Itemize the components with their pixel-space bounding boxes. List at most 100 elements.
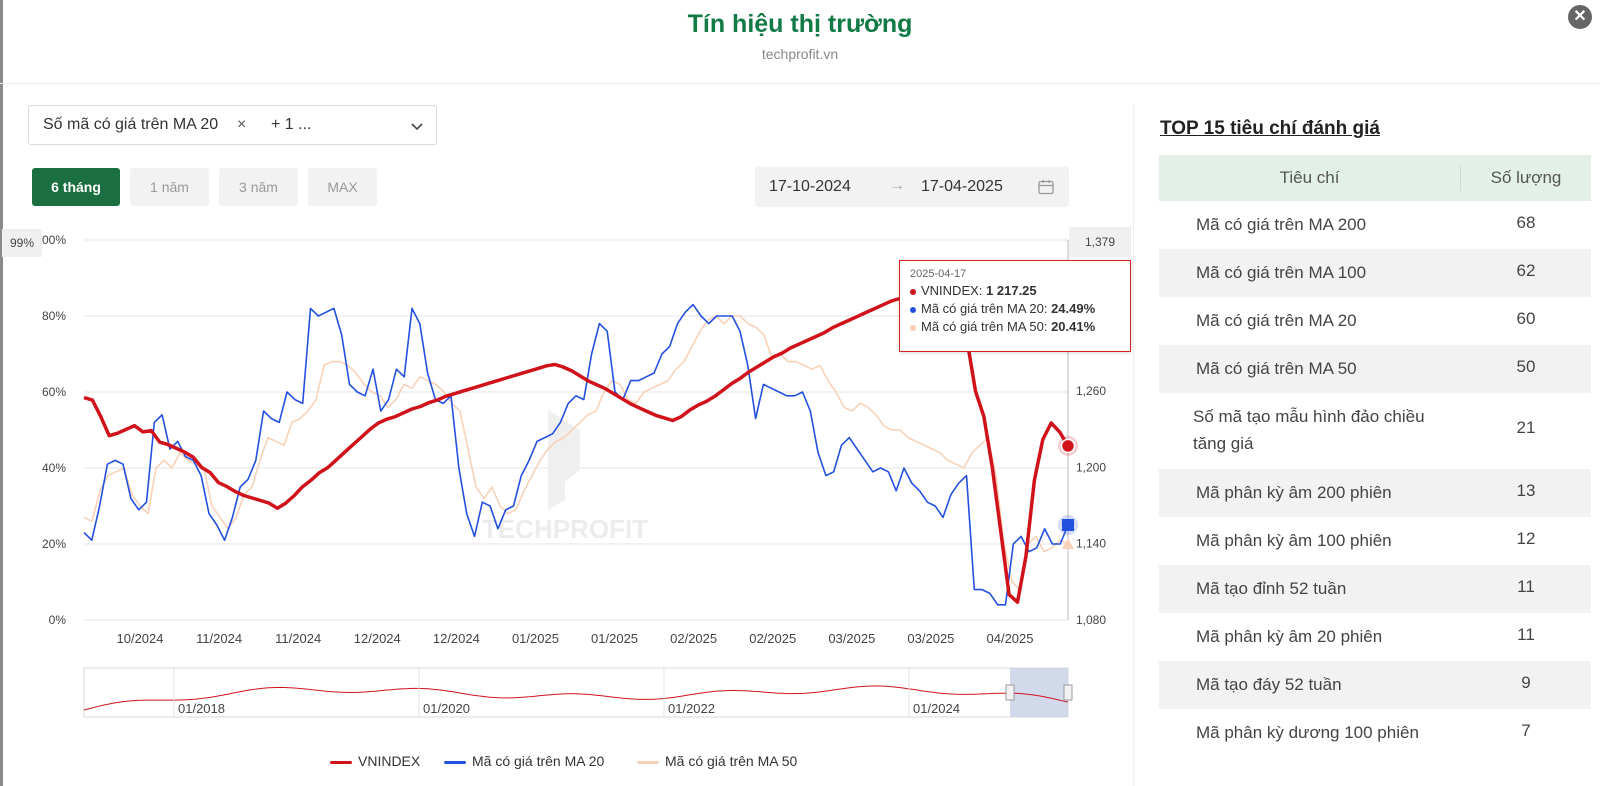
- legend-line-icon: [330, 760, 352, 764]
- criteria-count: 11: [1517, 577, 1535, 596]
- chart-tooltip: 2025-04-17 VNINDEX: 1 217.25 Mã có giá t…: [899, 260, 1131, 352]
- criteria-name: Mã tạo đáy 52 tuần: [1196, 675, 1342, 694]
- market-signal-chart[interactable]: 0% 20% 40% 60% 80% 100% 1,080 1,140 1,200 1,260 TE…: [0, 220, 1133, 750]
- table-header: Tiêu chí Số lượng: [1159, 155, 1591, 201]
- table-row[interactable]: Mã phân kỳ dương 100 phiên 7: [1159, 709, 1591, 757]
- table-row[interactable]: Mã có giá trên MA 100 62: [1159, 249, 1591, 297]
- x-tick-label: 02/2025: [749, 631, 796, 646]
- legend-line-icon: [637, 760, 659, 764]
- criteria-name: Mã có giá trên MA 200: [1196, 215, 1367, 234]
- table-row[interactable]: Số mã tạo mẫu hình đảo chiều tăng giá 21: [1159, 393, 1591, 469]
- arrow-right-icon: →: [889, 177, 905, 194]
- legend-item-vnindex[interactable]: VNINDEX: [330, 753, 420, 769]
- table-body: Mã có giá trên MA 200 68 Mã có giá trên MA…: [1159, 201, 1591, 757]
- chart-legend: VNINDEX Mã có giá trên MA 20 Mã có giá t…: [0, 750, 1120, 774]
- criteria-name: Mã phân kỳ dương 100 phiên: [1196, 723, 1419, 742]
- y-left-tick-label: 60%: [42, 385, 66, 399]
- series-line-2: [83, 315, 1069, 591]
- modal-header: Tín hiệu thị trường techprofit.vn: [0, 0, 1600, 84]
- criteria-count: 68: [1516, 213, 1536, 232]
- navigator-tick-label: 01/2020: [423, 701, 470, 716]
- date-range-picker[interactable]: 17-10-2024 → 17-04-2025: [755, 167, 1069, 207]
- x-tick-label: 10/2024: [117, 631, 164, 646]
- top-criteria-title: TOP 15 tiêu chí đánh giá: [1160, 118, 1380, 139]
- criteria-count: 7: [1521, 721, 1531, 740]
- criteria-name: Mã phân kỳ âm 200 phiên: [1196, 483, 1392, 502]
- table-row[interactable]: Mã tạo đáy 52 tuần 9: [1159, 661, 1591, 709]
- y-left-tick-label: 20%: [42, 537, 66, 551]
- criteria-name: Mã có giá trên MA 20: [1196, 311, 1357, 330]
- table-row[interactable]: Mã có giá trên MA 200 68: [1159, 201, 1591, 249]
- close-icon[interactable]: ✕: [1568, 5, 1592, 29]
- table-row[interactable]: Mã có giá trên MA 50 50: [1159, 345, 1591, 393]
- criteria-count: 13: [1516, 481, 1536, 500]
- page-title: Tín hiệu thị trường: [687, 10, 913, 38]
- top-criteria-table: Tiêu chí Số lượng Mã có giá trên MA 200 6…: [1159, 155, 1591, 757]
- criteria-name: Mã phân kỳ âm 20 phiên: [1196, 627, 1383, 646]
- criteria-count: 9: [1521, 673, 1531, 692]
- navigator-handle-icon[interactable]: [1063, 684, 1073, 701]
- x-tick-label: 04/2025: [987, 631, 1034, 646]
- crosshair-left-value: 99%: [2, 229, 42, 257]
- range-3-years-button[interactable]: 3 năm: [219, 168, 298, 206]
- navigator-frame: [83, 667, 1069, 718]
- criteria-count: 62: [1516, 261, 1536, 280]
- legend-line-icon: [444, 760, 466, 764]
- criteria-name: Mã phân kỳ âm 100 phiên: [1196, 531, 1392, 550]
- calendar-icon[interactable]: [1037, 178, 1055, 196]
- tooltip-row-ma20: Mã có giá trên MA 20: 24.49%: [910, 300, 1120, 318]
- navigator-tick-label: 01/2022: [668, 701, 715, 716]
- column-divider: [1460, 165, 1461, 191]
- table-row[interactable]: Mã phân kỳ âm 20 phiên 11: [1159, 613, 1591, 661]
- range-max-button[interactable]: MAX: [308, 168, 377, 206]
- criteria-count: 11: [1517, 625, 1535, 644]
- x-tick-label: 03/2025: [828, 631, 875, 646]
- navigator-series-line: [83, 685, 1069, 711]
- range-6-months-button[interactable]: 6 tháng: [32, 168, 120, 206]
- more-tags-label: + 1 ...: [271, 116, 312, 133]
- indicator-select[interactable]: Số mã có giá trên MA 20 × + 1 ...: [28, 105, 437, 145]
- y-right-tick-label: 1,080: [1076, 613, 1106, 627]
- series-dot-icon: [910, 306, 916, 313]
- remove-tag-icon[interactable]: ×: [237, 116, 247, 133]
- range-1-year-button[interactable]: 1 năm: [130, 168, 209, 206]
- x-tick-label: 11/2024: [275, 631, 321, 646]
- end-date-input[interactable]: 17-04-2025: [921, 178, 1003, 195]
- tooltip-row-ma50: Mã có giá trên MA 50: 20.41%: [910, 318, 1120, 336]
- watermark-text: TECHPROFIT: [482, 514, 648, 544]
- y-right-tick-label: 1,200: [1076, 460, 1106, 474]
- window-edge: [0, 0, 3, 786]
- tooltip-date: 2025-04-17: [910, 268, 967, 280]
- page-subtitle: techprofit.vn: [761, 46, 839, 62]
- table-row[interactable]: Mã phân kỳ âm 200 phiên 13: [1159, 469, 1591, 517]
- x-tick-label: 02/2025: [670, 631, 717, 646]
- criteria-name: Mã có giá trên MA 100: [1196, 263, 1367, 282]
- y-left-tick-label: 40%: [42, 461, 66, 475]
- series-dot-icon: [910, 288, 916, 295]
- series-dot-icon: [910, 324, 916, 331]
- series-line-1: [83, 303, 1069, 606]
- table-row[interactable]: Mã tạo đỉnh 52 tuần 11: [1159, 565, 1591, 613]
- panel-divider: [1133, 104, 1134, 786]
- navigator-tick-label: 01/2024: [913, 701, 960, 716]
- table-row[interactable]: Mã phân kỳ âm 100 phiên 12: [1159, 517, 1591, 565]
- criteria-name: Mã tạo đỉnh 52 tuần: [1196, 579, 1347, 598]
- legend-item-ma20[interactable]: Mã có giá trên MA 20: [444, 753, 604, 769]
- navigator-tick-label: 01/2018: [178, 701, 225, 716]
- selected-tag-label: Số mã có giá trên MA 20: [43, 116, 219, 133]
- y-left-tick-label: 80%: [42, 309, 66, 323]
- vnindex-marker: [1060, 438, 1076, 454]
- navigator-selection: [1010, 668, 1068, 717]
- tooltip-row-vnindex: VNINDEX: 1 217.25: [910, 282, 1120, 300]
- legend-item-ma50[interactable]: Mã có giá trên MA 50: [637, 753, 797, 769]
- watermark-logo-icon: [548, 410, 580, 510]
- navigator-handle-icon[interactable]: [1005, 684, 1015, 701]
- criteria-count: 12: [1516, 529, 1536, 548]
- x-tick-label: 03/2025: [907, 631, 954, 646]
- column-header-count: Số lượng: [1490, 168, 1562, 187]
- start-date-input[interactable]: 17-10-2024: [769, 178, 851, 195]
- x-tick-label: 11/2024: [196, 631, 242, 646]
- y-right-tick-label: 1,140: [1076, 537, 1106, 551]
- chevron-down-icon: [411, 123, 423, 131]
- table-row[interactable]: Mã có giá trên MA 20 60: [1159, 297, 1591, 345]
